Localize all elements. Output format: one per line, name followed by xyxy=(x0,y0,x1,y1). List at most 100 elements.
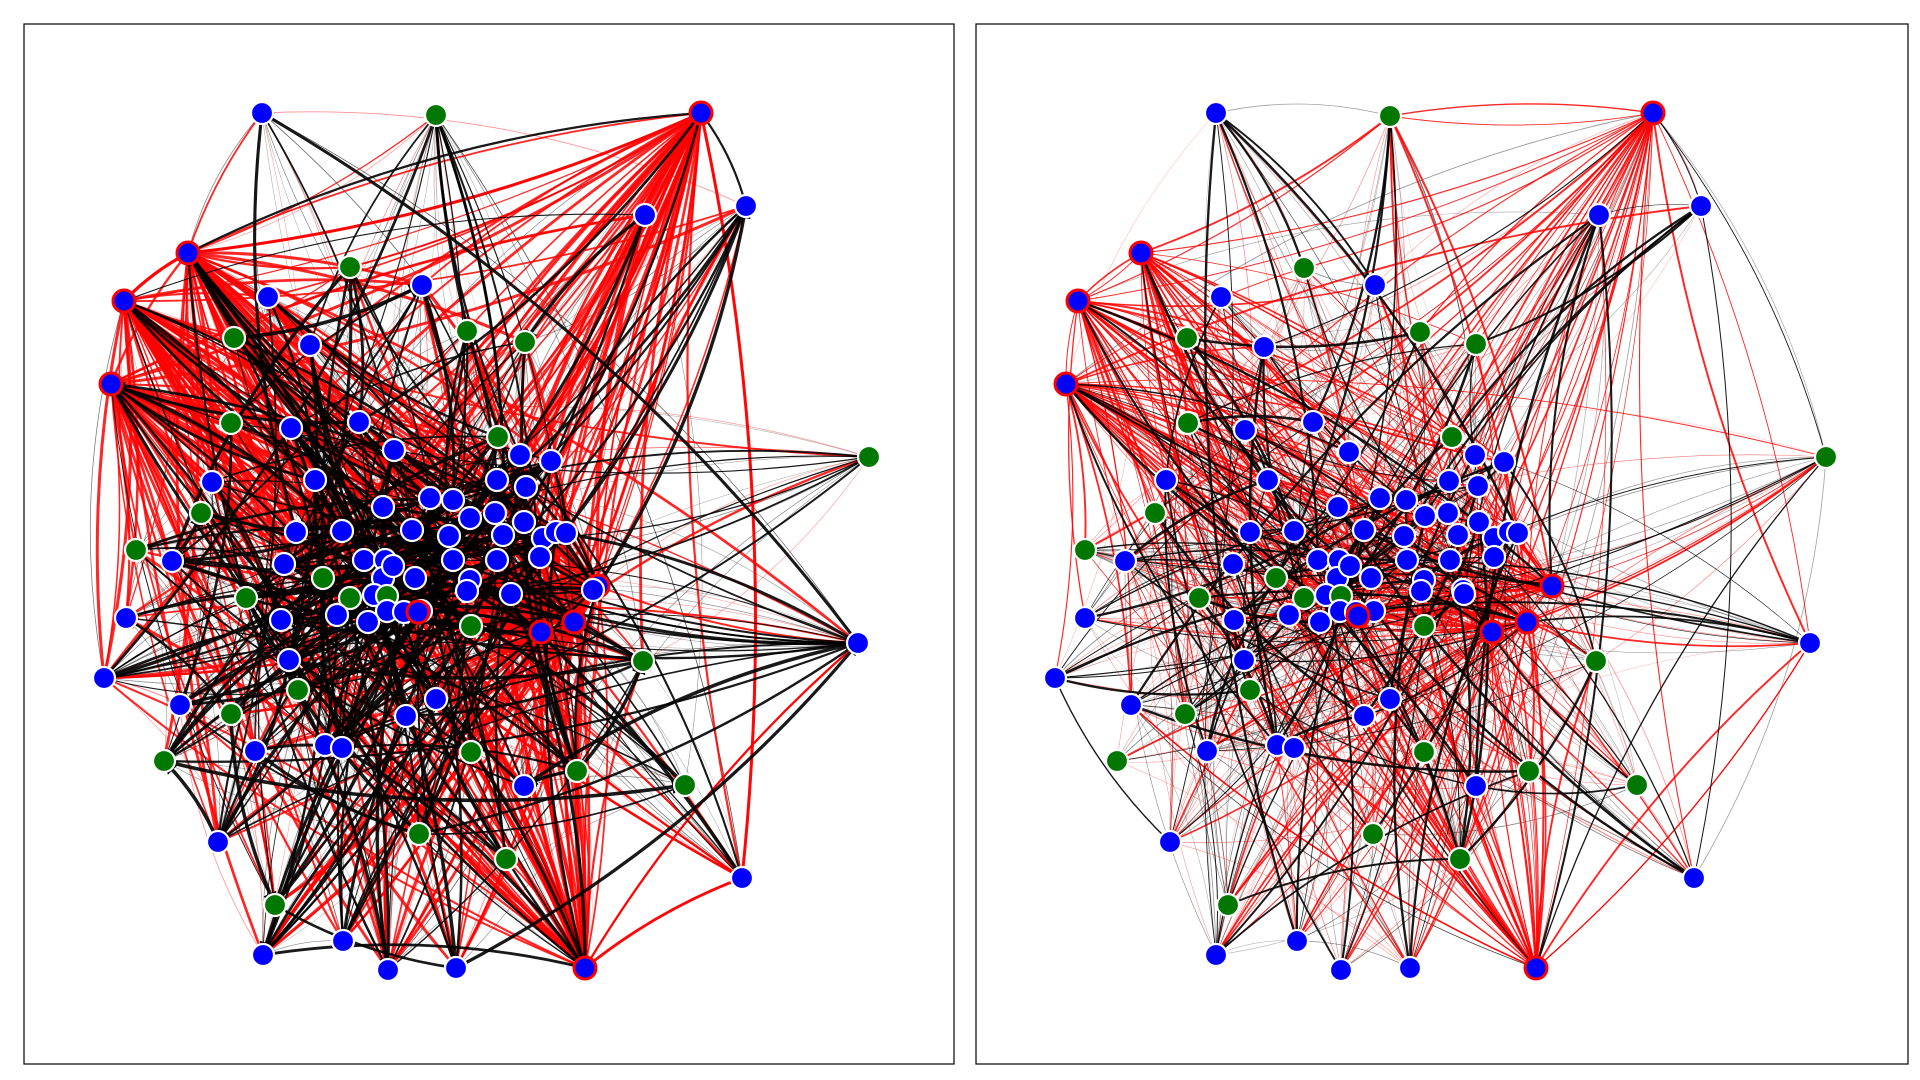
blue-node xyxy=(283,519,309,545)
green-node xyxy=(856,444,882,470)
left-edge-layer xyxy=(89,111,870,972)
green-node xyxy=(1411,613,1437,639)
blue-node xyxy=(324,602,350,628)
blue-node xyxy=(484,547,510,573)
highlighted-hub-node xyxy=(572,955,598,981)
green-node xyxy=(218,410,244,436)
highlighted-hub-node xyxy=(688,100,714,126)
highlighted-hub-node xyxy=(1053,371,1079,397)
blue-node xyxy=(113,605,139,631)
green-node xyxy=(1186,585,1212,611)
blue-node xyxy=(329,735,355,761)
black-directed-edge xyxy=(1693,456,1828,879)
black-directed-edge xyxy=(382,577,644,665)
black-directed-edge xyxy=(290,427,870,474)
blue-node xyxy=(276,647,302,673)
blue-node xyxy=(409,272,435,298)
blue-node xyxy=(1281,518,1307,544)
green-node xyxy=(262,892,288,918)
green-node xyxy=(1516,758,1542,784)
blue-node xyxy=(199,469,225,495)
blue-node xyxy=(1072,605,1098,631)
blue-node xyxy=(511,773,537,799)
highlighted-hub-node xyxy=(1539,573,1565,599)
green-node xyxy=(310,565,336,591)
blue-node xyxy=(1463,773,1489,799)
blue-node xyxy=(845,630,871,656)
blue-node xyxy=(527,544,553,570)
blue-node xyxy=(1337,553,1363,579)
blue-node xyxy=(380,553,406,579)
blue-node xyxy=(1358,565,1384,591)
red-directed-edge xyxy=(1233,619,1638,786)
highlighted-hub-node xyxy=(405,599,431,625)
black-directed-edge xyxy=(103,577,324,679)
red-directed-edge xyxy=(261,620,575,957)
blue-node xyxy=(1237,519,1263,545)
black-directed-edge xyxy=(102,113,438,679)
blue-node xyxy=(440,547,466,573)
blue-node xyxy=(1251,334,1277,360)
blue-node xyxy=(250,942,276,968)
highlighted-hub-node xyxy=(1345,603,1371,629)
blue-node xyxy=(1437,547,1463,573)
green-node xyxy=(1377,103,1403,129)
black-directed-edge xyxy=(163,479,498,762)
black-directed-edge xyxy=(452,559,859,647)
blue-node xyxy=(1255,467,1281,493)
left-node-layer xyxy=(91,100,882,983)
black-directed-edge xyxy=(1065,112,1654,385)
green-node xyxy=(672,772,698,798)
green-node xyxy=(1172,701,1198,727)
red-directed-edge xyxy=(186,112,263,254)
blue-node xyxy=(1688,193,1714,219)
red-directed-edge xyxy=(597,456,870,587)
right-network-panel xyxy=(975,23,1909,1065)
blue-node xyxy=(733,193,759,219)
green-node xyxy=(1583,648,1609,674)
left-network-panel xyxy=(23,23,955,1065)
highlighted-hub-node xyxy=(561,609,587,635)
blue-node xyxy=(375,957,401,983)
blue-node xyxy=(302,467,328,493)
blue-node xyxy=(330,928,356,954)
black-directed-edge xyxy=(313,479,339,617)
green-node xyxy=(1104,748,1130,774)
black-directed-edge xyxy=(375,611,406,972)
black-directed-edge xyxy=(382,459,552,509)
black-directed-edge xyxy=(211,435,499,484)
green-node xyxy=(1291,255,1317,281)
red-directed-edge xyxy=(109,383,458,969)
blue-node xyxy=(507,442,533,468)
black-directed-edge xyxy=(349,266,431,499)
blue-node xyxy=(242,738,268,764)
black-directed-edge xyxy=(211,481,389,971)
black-directed-edge xyxy=(433,114,498,481)
black-directed-edge xyxy=(211,481,567,537)
blue-node xyxy=(1042,665,1068,691)
black-directed-edge xyxy=(342,593,512,942)
blue-node xyxy=(381,437,407,463)
red-directed-edge xyxy=(110,383,219,843)
red-directed-edge xyxy=(597,205,748,587)
blue-node xyxy=(1435,500,1461,526)
red-directed-edge xyxy=(109,383,220,843)
black-directed-edge xyxy=(1184,611,1357,715)
blue-node xyxy=(1231,647,1257,673)
blue-node xyxy=(205,829,231,855)
black-directed-edge xyxy=(125,616,233,715)
blue-node xyxy=(351,547,377,573)
red-directed-edge xyxy=(102,111,702,679)
blue-node xyxy=(1328,957,1354,983)
red-directed-edge xyxy=(290,112,702,429)
green-node xyxy=(1215,892,1241,918)
green-node xyxy=(1072,537,1098,563)
blue-node xyxy=(255,284,281,310)
black-directed-edge xyxy=(261,943,586,970)
black-directed-edge xyxy=(349,266,498,481)
blue-node xyxy=(1351,517,1377,543)
red-directed-edge xyxy=(572,111,707,623)
blue-node xyxy=(1465,473,1491,499)
red-directed-edge xyxy=(580,112,702,969)
